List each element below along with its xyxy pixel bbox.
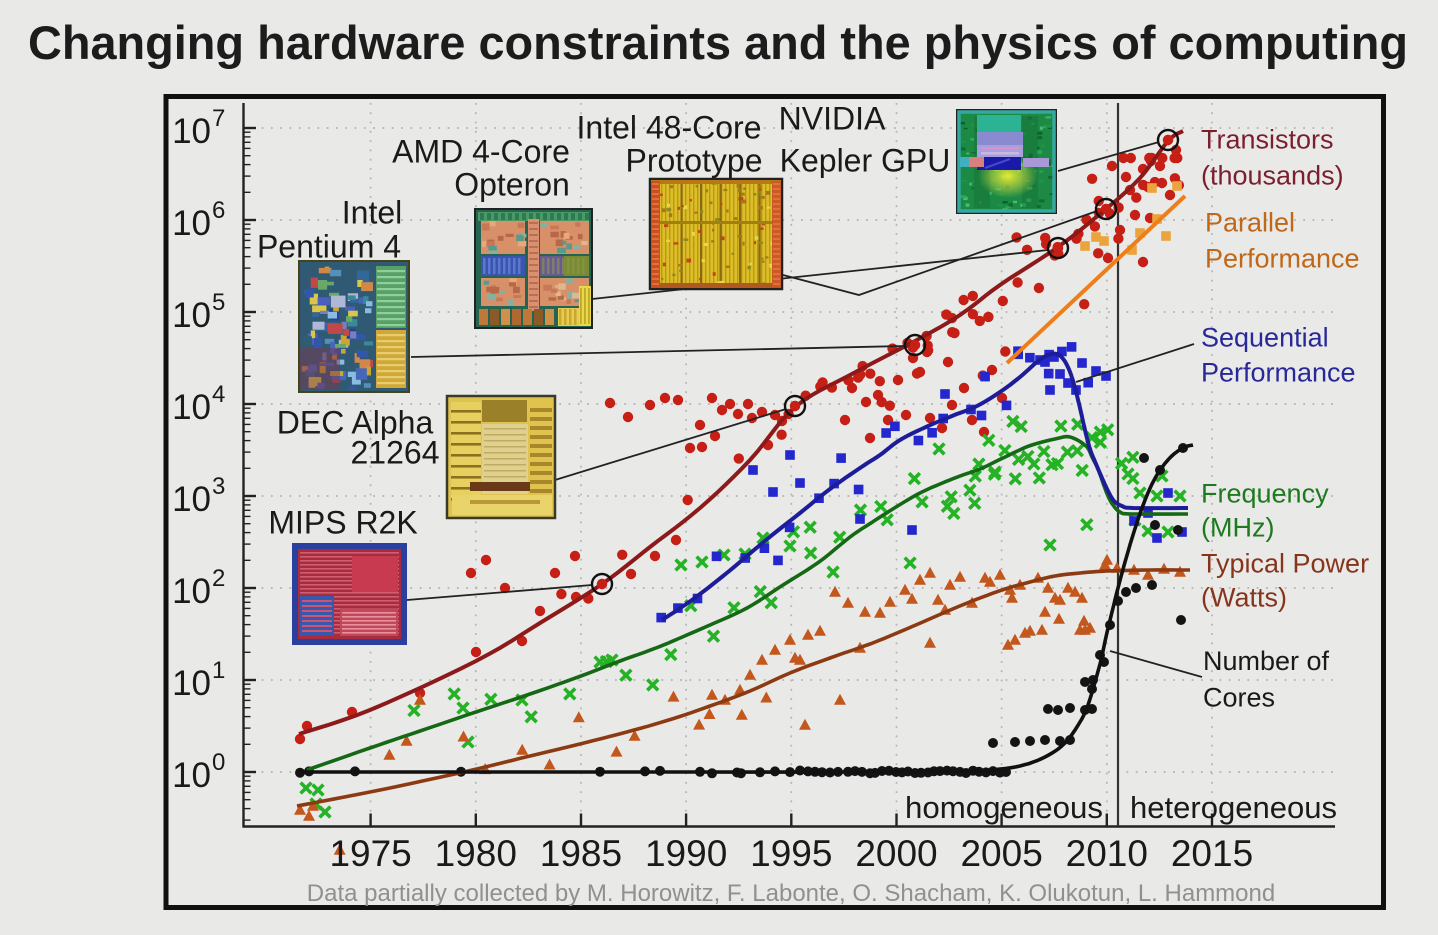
svg-text:6: 6: [212, 197, 225, 224]
svg-text:7: 7: [212, 105, 225, 132]
svg-text:Data partially collected by M.: Data partially collected by M. Horowitz,…: [307, 880, 1275, 907]
svg-text:10: 10: [172, 204, 211, 243]
svg-text:10: 10: [172, 388, 211, 427]
svg-text:10: 10: [172, 296, 211, 335]
svg-text:heterogeneous: heterogeneous: [1130, 790, 1337, 825]
svg-text:5: 5: [212, 289, 225, 316]
svg-text:Number of: Number of: [1203, 646, 1330, 676]
svg-text:10: 10: [172, 756, 211, 795]
svg-text:10: 10: [172, 664, 211, 703]
svg-text:Typical Power: Typical Power: [1201, 549, 1369, 579]
svg-text:Intel 48-Core: Intel 48-Core: [577, 110, 762, 146]
svg-text:1990: 1990: [645, 833, 727, 874]
svg-text:1: 1: [212, 657, 225, 684]
svg-text:(MHz): (MHz): [1201, 513, 1274, 543]
svg-text:1980: 1980: [435, 833, 517, 874]
svg-text:Transistors: Transistors: [1201, 125, 1334, 155]
svg-text:AMD 4-Core: AMD 4-Core: [392, 134, 570, 170]
svg-text:Performance: Performance: [1201, 358, 1356, 388]
svg-text:10: 10: [172, 480, 211, 519]
svg-text:(Watts): (Watts): [1201, 583, 1287, 613]
svg-text:(thousands): (thousands): [1201, 161, 1344, 191]
svg-text:homogeneous: homogeneous: [905, 790, 1103, 825]
svg-text:2010: 2010: [1066, 833, 1148, 874]
svg-text:Sequential: Sequential: [1201, 323, 1329, 353]
svg-text:Cores: Cores: [1203, 683, 1275, 713]
svg-text:10: 10: [172, 572, 211, 611]
svg-text:1975: 1975: [329, 833, 411, 874]
svg-text:Opteron: Opteron: [454, 167, 570, 203]
svg-text:1985: 1985: [540, 833, 622, 874]
svg-text:21264: 21264: [351, 435, 440, 471]
svg-text:0: 0: [212, 749, 225, 776]
svg-text:Prototype: Prototype: [626, 143, 763, 179]
svg-text:2005: 2005: [960, 833, 1042, 874]
svg-text:2015: 2015: [1171, 833, 1253, 874]
svg-text:1995: 1995: [750, 833, 832, 874]
svg-text:10: 10: [172, 112, 211, 151]
svg-text:4: 4: [212, 381, 225, 408]
svg-text:Performance: Performance: [1205, 244, 1360, 274]
svg-text:3: 3: [212, 473, 225, 500]
svg-text:Pentium 4: Pentium 4: [257, 229, 401, 265]
svg-text:DEC Alpha: DEC Alpha: [277, 405, 434, 441]
svg-text:Parallel: Parallel: [1205, 208, 1295, 238]
svg-text:Kepler GPU: Kepler GPU: [780, 143, 951, 179]
svg-text:MIPS R2K: MIPS R2K: [268, 505, 417, 541]
svg-text:NVIDIA: NVIDIA: [779, 101, 886, 137]
svg-text:Intel: Intel: [342, 195, 402, 231]
svg-text:2: 2: [212, 565, 225, 592]
svg-text:Changing hardware constraints: Changing hardware constraints and the ph…: [28, 16, 1408, 69]
svg-text:2000: 2000: [855, 833, 937, 874]
svg-text:Frequency: Frequency: [1201, 479, 1329, 509]
